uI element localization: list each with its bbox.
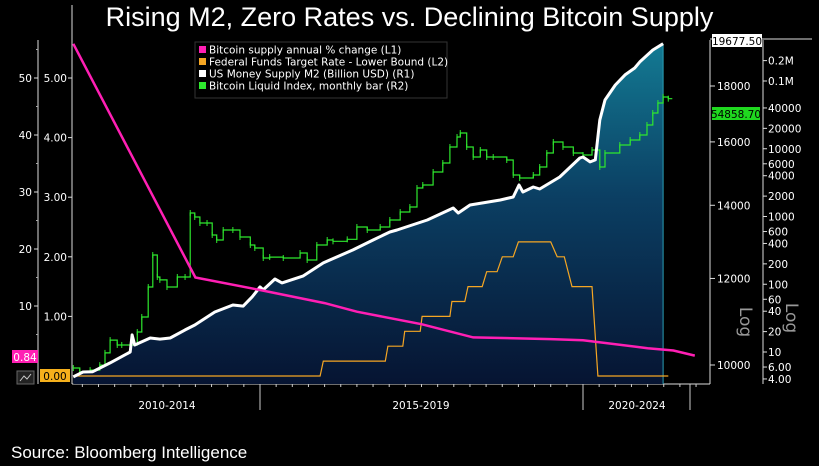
x-tick-label: 2015-2019 [392,400,449,412]
l2-tick-label: 5.00 [44,73,67,85]
legend-label: Federal Funds Target Rate - Lower Bound … [209,57,448,69]
l1-tick-label: 20 [19,244,32,256]
r2-tick-label: 6000 [768,159,795,171]
r2-tick-label: 600 [768,227,788,239]
chart-title: Rising M2, Zero Rates vs. Declining Bitc… [105,2,714,32]
value-labels: 19677.50 54858.70 0.84 0.00 [12,34,762,385]
r1-tick-label: 18000 [717,81,750,93]
fed-funds-last-value-text: 0.00 [43,371,66,383]
btc-supply-line [72,43,696,357]
chart-type-icon [16,370,35,385]
r2-tick-label: 200 [768,259,788,271]
r2-tick-label: 40 [768,306,781,318]
r2-tick-label: 40000 [768,103,801,115]
chart-icon-glyph [19,373,32,382]
r2-tick-label: 10000 [768,144,801,156]
l2-tick-label: 3.00 [44,192,67,204]
r2-tick-label: 0.2M [768,56,794,68]
r1-tick-label: 14000 [717,200,750,212]
btc-supply-last-value-box [12,350,38,363]
fed-funds-line [73,241,669,377]
l1-tick-label: 10 [19,301,32,313]
l2-tick-label: 4.00 [44,133,67,145]
legend-label: US Money Supply M2 (Billion USD) (R1) [209,69,414,81]
r2-tick-label: 20000 [768,123,801,135]
btc-supply-last-value-text: 0.84 [13,352,37,364]
r1-tick-label: 12000 [717,273,750,285]
legend-box [194,41,448,99]
l1-tick-label: 40 [19,130,32,142]
chart: 2010-2014 2015-2019 2020-2024 50 40 30 20 10 5.0… [12,5,812,412]
axes-layer: 2010-2014 2015-2019 2020-2024 50 40 30 20 10 5.0… [19,49,801,412]
m2-last-value-box [712,34,762,47]
r1-tick-label: 10000 [717,360,750,372]
l1-tick-label: 50 [19,73,32,85]
r1-axis-label: Log [735,307,755,337]
r1-tick-label: 16000 [717,137,750,149]
fed-funds-last-value: 0.00 [40,369,70,383]
r2-tick-label: 4.00 [768,374,791,386]
legend-swatch [199,58,206,65]
btc-supply-last-value: 0.84 [12,350,38,364]
r2-tick-label: 400 [768,238,788,250]
r2-tick-label: 20 [768,327,781,339]
r2-tick-label: 1000 [768,212,795,224]
r2-tick-label: 2000 [768,191,795,203]
bitcoin-last-value: 54858.70 [711,107,761,121]
series-layer [72,42,696,379]
legend-swatch [199,82,206,89]
m2-line [72,42,664,379]
bitcoin-last-value-text: 54858.70 [711,109,761,121]
r2-tick-label: 60 [768,294,781,306]
legend: Bitcoin supply annual % change (L1)Feder… [194,41,448,99]
r2-axis-label: Log [781,303,801,333]
r2-tick-label: 0.1M [768,76,794,88]
l2-tick-label: 2.00 [44,252,67,264]
r2-tick-label: 6.00 [768,362,791,374]
legend-label: Bitcoin supply annual % change (L1) [209,45,401,57]
m2-area [73,43,664,384]
bitcoin-last-value-box [712,107,760,120]
m2-last-value: 19677.50 [712,34,762,48]
m2-last-value-text: 19677.50 [712,36,762,48]
x-tick-label: 2020-2024 [608,400,666,412]
l2-tick-label: 1.00 [44,311,67,323]
x-tick-label: 2010-2014 [138,400,196,412]
fed-funds-last-value-box [40,369,70,382]
source-note: Source: Bloomberg Intelligence [11,443,248,462]
legend-swatch [199,46,206,53]
r2-tick-label: 10 [768,347,781,359]
legend-label: Bitcoin Liquid Index, monthly bar (R2) [209,81,408,93]
legend-swatch [199,70,206,77]
l1-tick-label: 30 [19,187,32,199]
r2-tick-label: 4000 [768,171,795,183]
r2-tick-label: 100 [768,279,788,291]
